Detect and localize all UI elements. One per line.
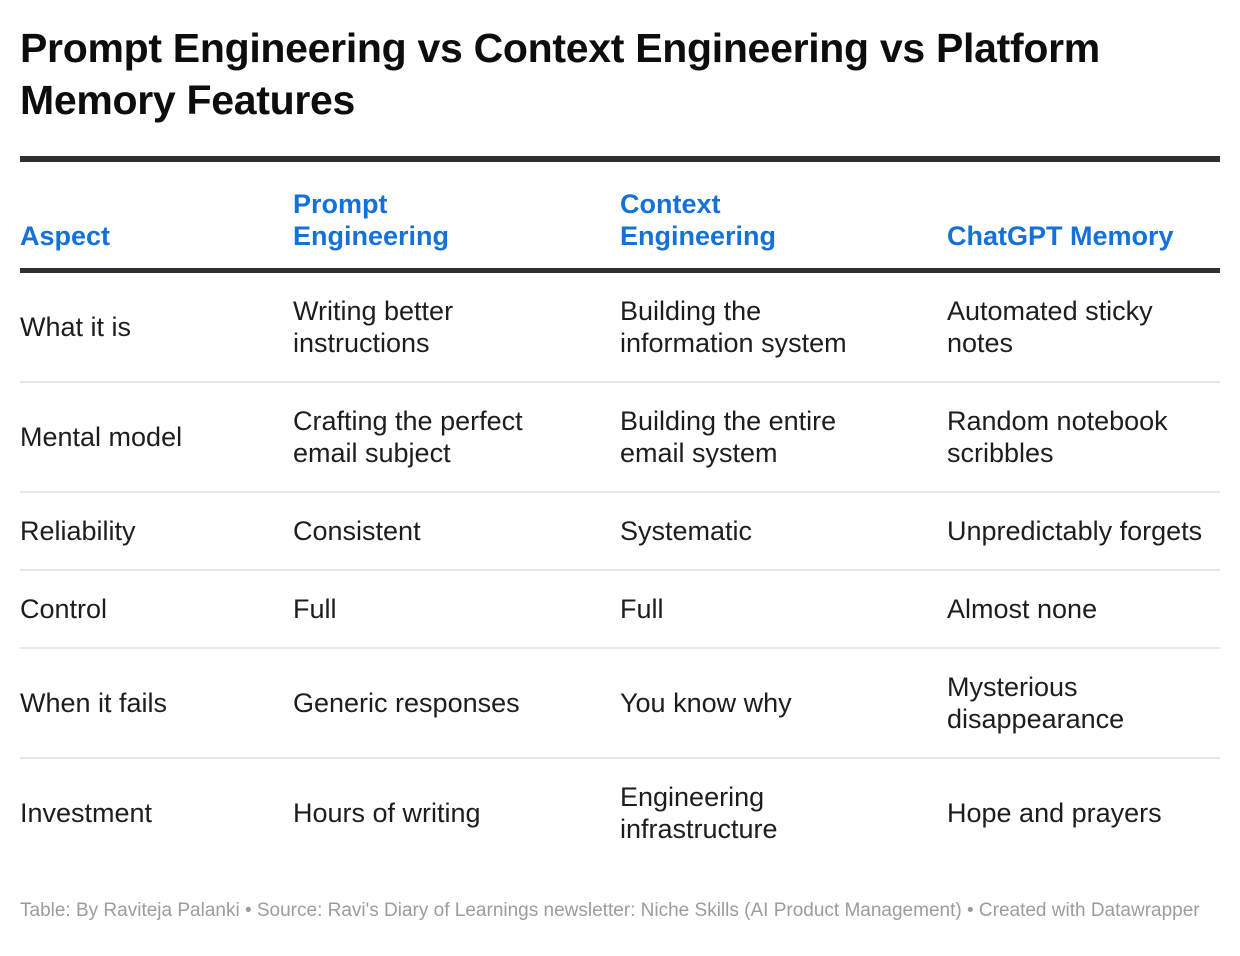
column-header-chatgpt-memory: ChatGPT Memory — [947, 220, 1220, 252]
cell-prompt-engineering: Consistent — [293, 516, 421, 546]
cell-chatgpt-memory: Unpredictably forgets — [947, 516, 1203, 546]
cell-context-engineering: Engineering infrastructure — [620, 782, 778, 844]
table-row: Investment Hours of writing Engineering … — [20, 759, 1220, 867]
cell-chatgpt-memory: Hope and prayers — [947, 798, 1162, 828]
column-header-label: Aspect — [20, 221, 111, 251]
table-row: Control Full Full Almost none — [20, 571, 1220, 649]
cell-aspect: What it is — [20, 312, 132, 342]
cell-chatgpt-memory: Mysterious disappearance — [947, 672, 1125, 734]
cell-context-engineering: Full — [620, 594, 664, 624]
cell-context-engineering: Building the entire email system — [620, 406, 837, 468]
cell-prompt-engineering: Hours of writing — [293, 798, 481, 828]
cell-context-engineering: You know why — [620, 688, 792, 718]
cell-prompt-engineering: Writing better instructions — [293, 296, 454, 358]
table-row: What it is Writing better instructions B… — [20, 273, 1220, 383]
cell-prompt-engineering: Full — [293, 594, 337, 624]
cell-chatgpt-memory: Automated sticky notes — [947, 296, 1153, 358]
header-divider-rule — [20, 268, 1220, 273]
cell-prompt-engineering: Crafting the perfect email subject — [293, 406, 523, 468]
cell-chatgpt-memory: Random notebook scribbles — [947, 406, 1168, 468]
attribution-footer: Table: By Raviteja Palanki • Source: Rav… — [20, 900, 1200, 921]
table-row: Mental model Crafting the perfect email … — [20, 383, 1220, 493]
page-title: Prompt Engineering vs Context Engineerin… — [20, 25, 1100, 123]
table-row: When it fails Generic responses You know… — [20, 649, 1220, 759]
cell-context-engineering: Building the information system — [620, 296, 847, 358]
cell-aspect: When it fails — [20, 688, 168, 718]
column-header-aspect: Aspect — [20, 220, 293, 252]
table-row: Reliability Consistent Systematic Unpred… — [20, 493, 1220, 571]
column-header-label: ChatGPT Memory — [947, 221, 1174, 251]
table-header-row: Aspect Prompt Engineering Context Engine… — [20, 162, 1220, 268]
cell-context-engineering: Systematic — [620, 516, 753, 546]
cell-aspect: Investment — [20, 798, 153, 828]
table-body: What it is Writing better instructions B… — [20, 273, 1220, 867]
column-header-label: Prompt Engineering — [293, 189, 450, 251]
column-header-label: Context Engineering — [620, 189, 777, 251]
cell-prompt-engineering: Generic responses — [293, 688, 520, 718]
cell-aspect: Reliability — [20, 516, 136, 546]
cell-aspect: Mental model — [20, 422, 183, 452]
column-header-prompt-engineering: Prompt Engineering — [293, 188, 620, 252]
column-header-context-engineering: Context Engineering — [620, 188, 947, 252]
cell-aspect: Control — [20, 594, 108, 624]
cell-chatgpt-memory: Almost none — [947, 594, 1098, 624]
title-divider-rule — [20, 156, 1220, 162]
